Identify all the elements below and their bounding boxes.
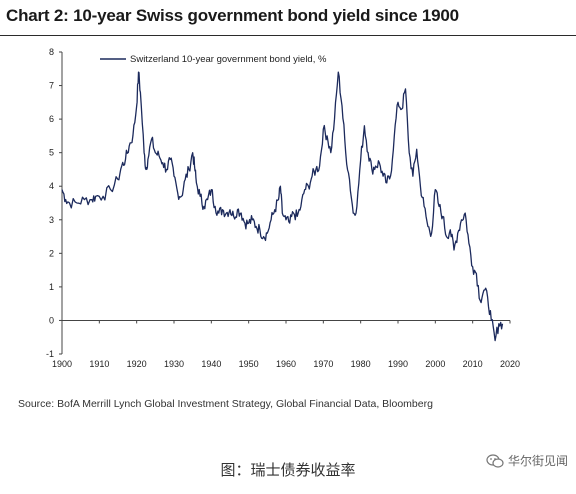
x-tick-label: 1940 (201, 359, 221, 369)
y-tick-label: 4 (49, 181, 54, 191)
chart-axes (61, 52, 510, 354)
legend: Switzerland 10-year government bond yiel… (100, 54, 327, 65)
figure-caption: 图：瑞士债券收益率 (220, 462, 356, 479)
x-tick-label: 1980 (351, 359, 371, 369)
x-tick-label: 1900 (52, 359, 72, 369)
y-tick-label: 0 (49, 315, 54, 325)
y-tick-label: 7 (49, 81, 54, 91)
watermark: 华尔街见闻 (486, 452, 568, 469)
y-tick-label: 2 (49, 248, 54, 258)
title-divider (0, 35, 576, 36)
x-tick-label: 2020 (500, 359, 520, 369)
x-tick-label: 1990 (388, 359, 408, 369)
source-note: Source: BofA Merrill Lynch Global Invest… (18, 398, 433, 410)
y-tick-label: 1 (49, 282, 54, 292)
y-tick-label: 6 (49, 114, 54, 124)
series-line (61, 71, 504, 342)
legend-label: Switzerland 10-year government bond yiel… (130, 54, 327, 65)
x-tick-label: 1950 (239, 359, 259, 369)
x-tick-label: 1920 (127, 359, 147, 369)
watermark-text: 华尔街见闻 (507, 454, 568, 468)
x-tick-label: 1910 (89, 359, 109, 369)
y-tick-label: 8 (49, 47, 54, 57)
y-tick-label: 5 (49, 148, 54, 158)
x-tick-label: 2010 (463, 359, 483, 369)
axis-ticks: -1 0 1 2 3 4 5 6 7 8 1900 1910 1920 1930 1940 1950 1960 1… (46, 47, 520, 369)
y-tick-label: 3 (49, 215, 54, 225)
x-tick-label: 1960 (276, 359, 296, 369)
x-tick-label: 1930 (164, 359, 184, 369)
x-tick-label: 1970 (313, 359, 333, 369)
y-tick-label: -1 (46, 349, 54, 359)
x-tick-label: 2000 (425, 359, 445, 369)
wechat-icon (486, 453, 504, 468)
chart-title: Chart 2: 10-year Swiss government bond y… (6, 6, 459, 25)
